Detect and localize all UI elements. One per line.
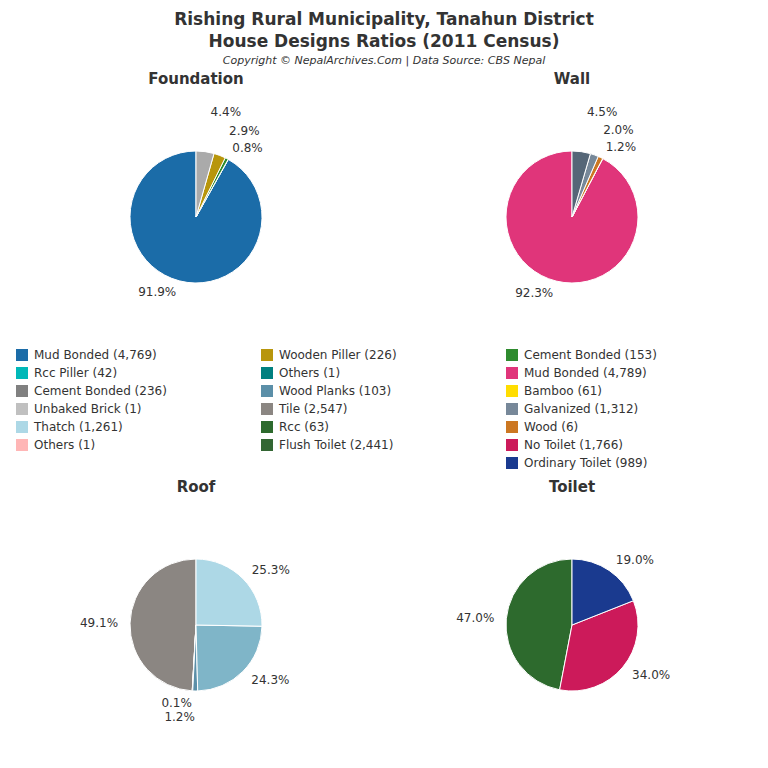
html-text:Others (1): Others (1) [34,438,96,452]
html-text:Rishing Rural Municipality, Ta: Rishing Rural Municipality, Tanahun Dist… [174,9,594,29]
html-text:Wooden Piller (226): Wooden Piller (226) [279,348,397,362]
html-text:Foundation: Foundation [148,70,244,88]
svg-text:4.5%: 4.5% [587,105,618,119]
html-text:Flush Toilet (2,441): Flush Toilet (2,441) [279,438,394,452]
html-text:Mud Bonded (4,789): Mud Bonded (4,789) [524,366,647,380]
html-text:House Designs Ratios (2011 Cen: House Designs Ratios (2011 Census) [208,31,560,51]
html-text:Wood Planks (103): Wood Planks (103) [279,384,392,398]
svg-text:91.9%: 91.9% [138,285,176,299]
html-text:Unbaked Brick (1): Unbaked Brick (1) [34,402,142,416]
html-text:Wall: Wall [553,70,591,88]
html-text:Tile (2,547): Tile (2,547) [279,402,348,416]
svg-text:25.3%: 25.3% [252,563,290,577]
html-text:Wood (6): Wood (6) [524,420,579,434]
svg-text:92.3%: 92.3% [515,286,553,300]
html-text:Cement Bonded (153): Cement Bonded (153) [524,348,657,362]
html-text:Rcc Piller (42): Rcc Piller (42) [34,366,118,380]
svg-text:1.2%: 1.2% [606,140,637,154]
svg-text:0.1%: 0.1% [161,696,192,710]
svg-text:4.4%: 4.4% [211,105,242,119]
html-text:Thatch (1,261): Thatch (1,261) [34,420,123,434]
html-text:Others (1): Others (1) [279,366,341,380]
html-text:Rcc (63): Rcc (63) [279,420,329,434]
html-text:Cement Bonded (236): Cement Bonded (236) [34,384,167,398]
html-text:Mud Bonded (4,769): Mud Bonded (4,769) [34,348,157,362]
html-text:Bamboo (61): Bamboo (61) [524,384,602,398]
svg-text:49.1%: 49.1% [80,616,118,630]
html-text:Roof: Roof [176,478,216,496]
svg-text:2.9%: 2.9% [229,124,260,138]
html-text:Ordinary Toilet (989): Ordinary Toilet (989) [524,456,648,470]
html-text:Toilet: Toilet [548,478,596,496]
html-text:Copyright © NepalArchives.Com: Copyright © NepalArchives.Com | Data Sou… [222,54,546,67]
svg-text:2.0%: 2.0% [603,123,634,137]
svg-text:47.0%: 47.0% [456,611,494,625]
svg-text:19.0%: 19.0% [616,553,654,567]
svg-text:34.0%: 34.0% [632,668,670,682]
svg-text:24.3%: 24.3% [251,673,289,687]
svg-text:1.2%: 1.2% [164,710,195,724]
html-text:Galvanized (1,312): Galvanized (1,312) [524,402,639,416]
html-text:No Toilet (1,766): No Toilet (1,766) [524,438,624,452]
svg-text:0.8%: 0.8% [232,141,263,155]
